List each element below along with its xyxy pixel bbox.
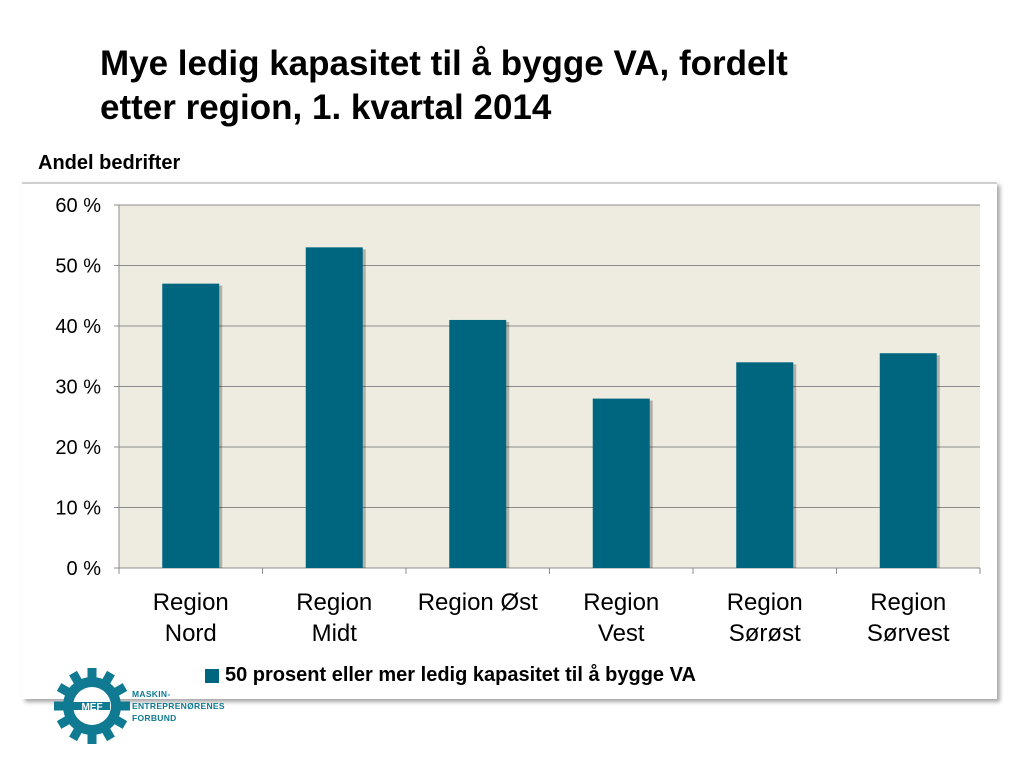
title-line-1: Mye ledig kapasitet til å bygge VA, ford… [100,44,788,83]
legend-label: 50 prosent eller mer ledig kapasitet til… [225,664,696,686]
x-tick-label: Sørvest [867,620,950,647]
x-tick-label: Sørøst [729,620,801,647]
x-tick-label: Region Øst [418,589,538,616]
x-tick-label: Region [727,589,803,616]
logo-mark: MEF [81,702,102,713]
gear-tooth [118,701,130,711]
x-tick-label: Region [153,589,229,616]
bar [879,353,937,568]
bar [162,283,220,568]
x-tick-label: Region [583,589,659,616]
x-tick-label: Vest [598,620,645,647]
gear-tooth [54,701,66,711]
y-tick-label: 20 % [55,437,101,459]
gear-tooth [87,732,97,744]
bar [736,362,794,568]
logo-text-line-1: MASKIN- [132,689,171,699]
gear-tooth [87,668,97,680]
y-tick-label: 10 % [55,498,101,520]
slide-title: Mye ledig kapasitet til å bygge VA, ford… [100,42,920,130]
logo-text-line-3: FORBUND [132,713,177,723]
y-tick-label: 0 % [67,558,102,580]
bar [592,398,650,568]
logo-text-line-2: ENTREPRENØRENES [132,701,225,711]
x-tick-label: Region [296,589,372,616]
gear-bar [70,702,110,710]
y-tick-label: 60 % [55,195,101,217]
logo-text: MASKIN- ENTREPRENØRENES FORBUND [132,688,225,724]
y-tick-label: 50 % [55,256,101,278]
x-tick-label: Midt [312,620,358,647]
x-tick-label: Nord [165,620,217,647]
y-tick-label: 40 % [55,316,101,338]
x-tick-label: Region [870,589,946,616]
y-tick-label: 30 % [55,377,101,399]
bar [305,247,363,568]
bar [449,319,507,568]
y-axis-title: Andel bedrifter [38,152,181,174]
title-line-2: etter region, 1. kvartal 2014 [100,88,552,127]
legend-swatch [205,668,219,683]
mef-logo: MEF [54,668,130,744]
legend: 50 prosent eller mer ledig kapasitet til… [205,664,696,687]
